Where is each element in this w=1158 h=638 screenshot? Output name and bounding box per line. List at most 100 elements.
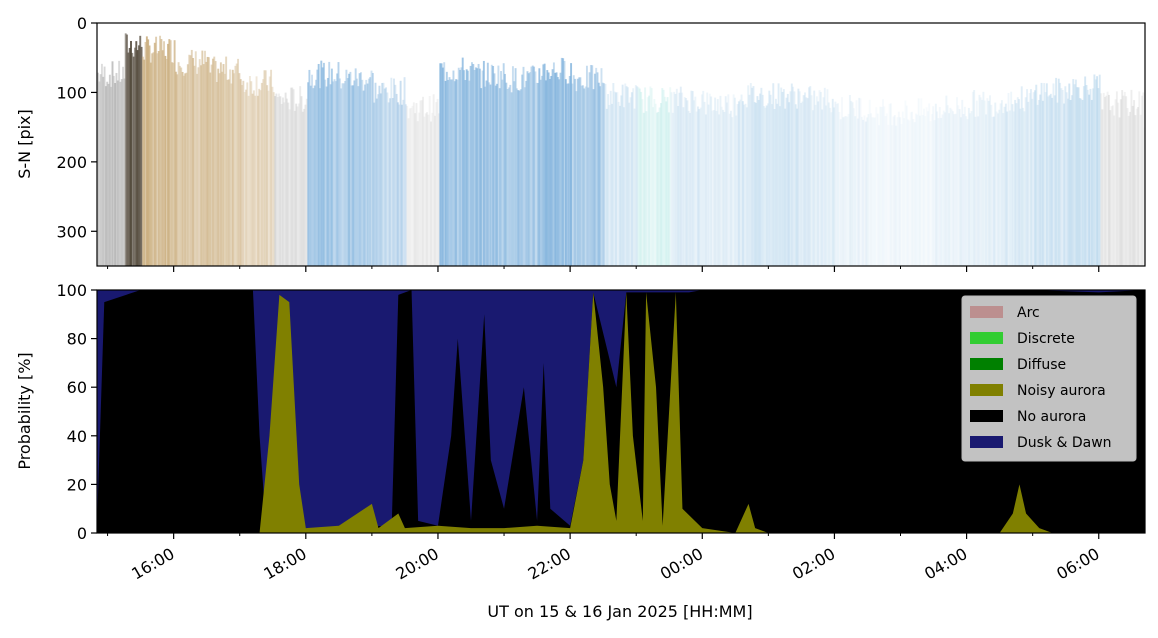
keogram-strip [726, 102, 728, 266]
keogram-strip [164, 55, 167, 266]
keogram-strip [237, 58, 240, 266]
keogram-strip [526, 71, 529, 266]
keogram-strip [518, 90, 521, 266]
keogram-strip [354, 68, 357, 266]
keogram-strip [626, 87, 629, 266]
keogram-strip [936, 111, 939, 266]
keogram-strip [658, 107, 661, 266]
keogram-strip [350, 85, 353, 266]
keogram-x-ticks [107, 266, 1100, 272]
keogram-strip [690, 90, 693, 266]
keogram-strip [574, 78, 576, 266]
keogram-strip [305, 98, 308, 266]
keogram-strip [596, 72, 599, 266]
keogram-strip [293, 110, 296, 266]
keogram-strip [827, 102, 830, 266]
x-tick-label: 18:00 [260, 544, 309, 584]
keogram-strip [1121, 90, 1124, 266]
keogram-strip [778, 106, 781, 266]
keogram-strip [950, 109, 953, 266]
keogram-strip [1078, 98, 1081, 266]
keogram-strip [408, 108, 411, 266]
keogram-strip [994, 102, 997, 266]
keogram-strip [312, 88, 315, 266]
keogram-strip [188, 54, 191, 266]
keogram-strip [981, 99, 984, 266]
keogram-strip [773, 109, 776, 266]
keogram-strip [796, 108, 799, 266]
keogram-strip [190, 49, 193, 266]
keogram-strip [817, 101, 820, 266]
keogram-strip [255, 76, 258, 266]
keogram-strip [616, 92, 619, 266]
keogram-strip [736, 104, 739, 266]
keogram-strip [465, 69, 468, 266]
keogram-strip [989, 95, 991, 266]
keogram-strip [493, 73, 496, 266]
keogram-strip [97, 72, 99, 266]
keogram-strip [757, 99, 760, 266]
keogram-strip [583, 88, 586, 266]
keogram-strip [1008, 110, 1011, 266]
keogram-strip [500, 71, 502, 266]
keogram-strip [393, 78, 395, 266]
keogram-strip [771, 104, 773, 266]
keogram-strip [535, 82, 538, 266]
keogram-strip [485, 80, 488, 266]
keogram-strip [268, 76, 271, 266]
keogram-strip [975, 100, 978, 266]
keogram-strip [402, 99, 405, 266]
keogram-strip [1090, 99, 1093, 266]
keogram-strip [793, 91, 796, 266]
keogram-strip [716, 99, 719, 266]
keogram-strip [805, 97, 808, 266]
keogram-strip [829, 107, 832, 266]
keogram-strip [419, 100, 422, 266]
keogram-strip [469, 65, 472, 266]
keogram-strip [998, 109, 1001, 266]
keogram-strip [979, 97, 982, 266]
keogram-strip [369, 77, 372, 266]
keogram-strip [473, 69, 476, 266]
keogram-strip [1125, 96, 1128, 266]
keogram-strip [743, 104, 746, 266]
keogram-strip [637, 87, 640, 266]
keogram-strip [198, 59, 201, 266]
keogram-strip [338, 78, 341, 266]
keogram-strip [608, 104, 611, 266]
keogram-strip [167, 43, 169, 266]
keogram-strip [1113, 115, 1116, 266]
keogram-strip [938, 107, 941, 266]
keogram-strip [110, 86, 113, 266]
probability-y-axis: 0 20 40 60 80 100 [56, 281, 97, 543]
keogram-strip [925, 107, 928, 266]
keogram-strip [900, 124, 903, 266]
keogram-strip [340, 88, 343, 266]
keogram-strip [301, 111, 304, 266]
keogram-strip [933, 120, 936, 266]
keogram-strip [1134, 115, 1137, 266]
keogram-strip [447, 79, 450, 266]
keogram-strip [945, 95, 948, 266]
keogram-strip [609, 90, 612, 266]
keogram-strip [502, 63, 505, 266]
keogram-strip [560, 57, 563, 266]
keogram-strip [825, 105, 828, 266]
keogram-strip [753, 102, 756, 266]
keogram-strip [654, 103, 657, 266]
keogram-strip [636, 86, 639, 266]
keogram-strip [1007, 92, 1010, 266]
keogram-y-axis: 0 100 200 300 [56, 14, 97, 241]
keogram-strip [400, 104, 403, 266]
keogram-strip [915, 113, 917, 266]
keogram-strip [124, 33, 127, 266]
keogram-strip [296, 106, 299, 266]
keogram-strip [555, 72, 558, 266]
keogram-strip [321, 67, 324, 266]
legend-box [961, 295, 1137, 462]
keogram-strip [653, 99, 656, 266]
keogram-strip [161, 50, 164, 266]
keogram-strip [879, 106, 882, 266]
keogram-strip [1004, 103, 1007, 266]
keogram-strip [326, 77, 329, 266]
